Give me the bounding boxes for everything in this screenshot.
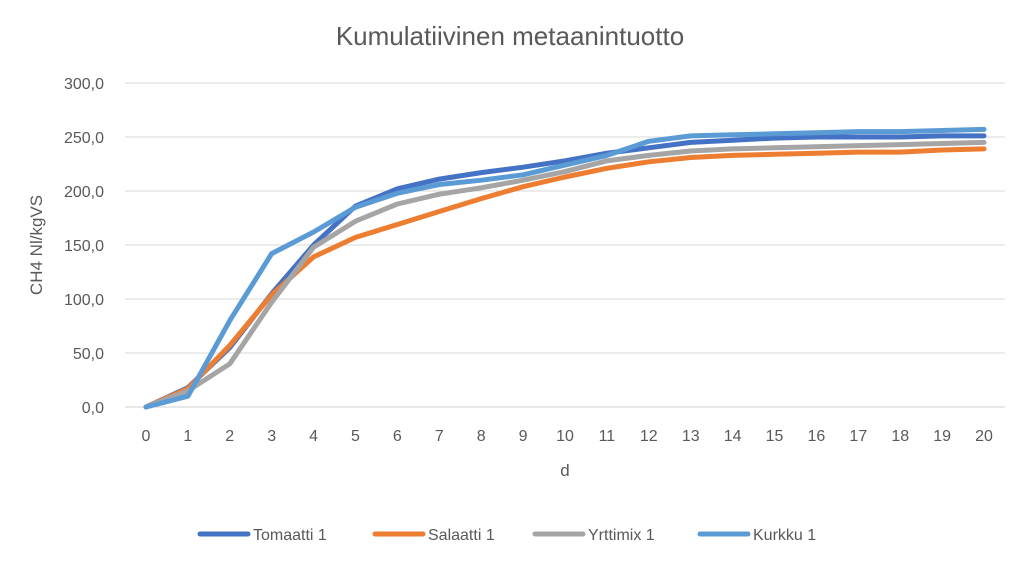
y-tick-label: 300,0 [64, 76, 104, 93]
x-tick-label: 3 [267, 428, 276, 445]
y-tick-label: 150,0 [64, 238, 104, 255]
x-tick-label: 4 [309, 428, 318, 445]
legend-item: Yrttimix 1 [532, 527, 655, 544]
x-tick-label: 8 [477, 428, 486, 445]
x-tick-label: 11 [599, 428, 616, 445]
series-line-1 [143, 133, 987, 410]
x-axis-label: d [560, 461, 569, 480]
x-tick-label: 9 [519, 428, 528, 445]
x-tick-label: 13 [682, 428, 700, 445]
x-tick-label: 12 [640, 428, 658, 445]
x-tick-label: 19 [933, 428, 951, 445]
x-tick-label: 7 [435, 428, 444, 445]
x-tick-label: 15 [766, 428, 784, 445]
legend-label: Kurkku 1 [753, 527, 816, 544]
y-tick-label: 100,0 [64, 292, 104, 309]
x-tick-label: 5 [351, 428, 360, 445]
y-tick-labels: 0,0 50,0 100,0 150,0 200,0 250,0 300,0 [64, 76, 104, 417]
y-axis-label: CH4 Nl/kgVS [27, 195, 46, 295]
y-tick-label: 50,0 [73, 346, 104, 363]
x-tick-label: 6 [393, 428, 402, 445]
y-tick-label: 0,0 [82, 400, 104, 417]
y-tick-label: 200,0 [64, 184, 104, 201]
x-tick-label: 2 [225, 428, 234, 445]
legend-label: Yrttimix 1 [588, 527, 655, 544]
x-tick-label: 18 [891, 428, 909, 445]
legend-label: Tomaatti 1 [253, 527, 327, 544]
x-tick-label: 17 [849, 428, 867, 445]
series-lines [143, 126, 987, 410]
x-tick-label: 20 [975, 428, 993, 445]
legend-item: Tomaatti 1 [197, 527, 327, 544]
series-line-2 [143, 146, 987, 410]
series-line-4 [143, 126, 987, 410]
x-tick-label: 14 [724, 428, 742, 445]
x-tick-label: 10 [556, 428, 574, 445]
legend: Tomaatti 1 Salaatti 1 Yrttimix 1 Kurkku 1 [197, 527, 816, 544]
chart-title: Kumulatiivinen metaanintuotto [336, 21, 684, 51]
legend-label: Salaatti 1 [428, 527, 495, 544]
x-tick-labels: 0 1 2 3 4 5 6 7 8 9 10 11 12 13 14 15 16 17 18 19 20 [141, 428, 993, 445]
series-line-3 [143, 139, 987, 410]
y-tick-label: 250,0 [64, 130, 104, 147]
x-tick-label: 1 [183, 428, 192, 445]
legend-item: Kurkku 1 [697, 527, 816, 544]
legend-item: Salaatti 1 [372, 527, 495, 544]
x-tick-label: 0 [141, 428, 150, 445]
x-tick-label: 16 [808, 428, 826, 445]
